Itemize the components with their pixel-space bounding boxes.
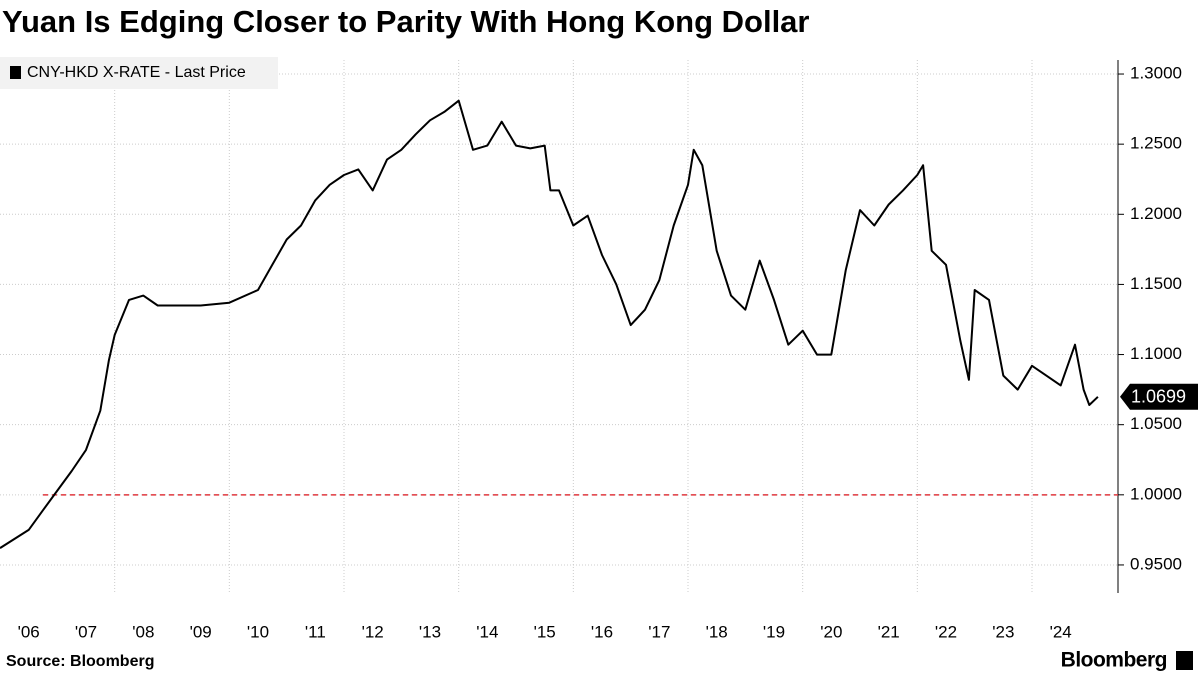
y-tick-label: 0.9500 [1130, 554, 1182, 573]
x-tick-label: '13 [419, 622, 441, 641]
x-tick-label: '07 [75, 622, 97, 641]
y-tick-label: 1.1500 [1130, 274, 1182, 293]
legend-label: CNY-HKD X-RATE - Last Price [27, 64, 246, 81]
y-tick-label: 1.0500 [1130, 414, 1182, 433]
x-tick-label: '18 [706, 622, 728, 641]
y-tick-label: 1.2500 [1130, 134, 1182, 153]
x-tick-label: '06 [18, 622, 40, 641]
brand-icon [1176, 651, 1193, 670]
brand: Bloomberg [1061, 649, 1167, 672]
y-tick-label: 1.3000 [1130, 64, 1182, 83]
x-tick-label: '10 [247, 622, 269, 641]
x-tick-label: '12 [362, 622, 384, 641]
source: Source: Bloomberg [6, 653, 154, 670]
last-value-tag [1120, 383, 1198, 410]
x-tick-label: '22 [935, 622, 957, 641]
last-value-label: 1.0699 [1131, 387, 1186, 407]
x-tick-label: '17 [648, 622, 670, 641]
y-tick-label: 1.2000 [1130, 204, 1182, 223]
x-tick-label: '21 [878, 622, 900, 641]
legend-swatch [10, 66, 21, 79]
y-tick-label: 1.0000 [1130, 484, 1182, 503]
x-tick-label: '23 [992, 622, 1014, 641]
x-tick-label: '20 [820, 622, 842, 641]
x-tick-label: '19 [763, 622, 785, 641]
line [0, 99, 1099, 549]
x-tick-label: '11 [305, 622, 326, 641]
x-tick-label: '15 [534, 622, 556, 641]
x-tick-label: '14 [476, 622, 498, 641]
chart-title: Yuan Is Edging Closer to Parity With Hon… [2, 4, 809, 39]
x-tick-label: '24 [1050, 622, 1072, 641]
x-tick-label: '08 [132, 622, 154, 641]
x-tick-label: '16 [591, 622, 613, 641]
legend-box [0, 57, 278, 89]
x-tick-label: '09 [190, 622, 212, 641]
y-tick-label: 1.1000 [1130, 344, 1182, 363]
